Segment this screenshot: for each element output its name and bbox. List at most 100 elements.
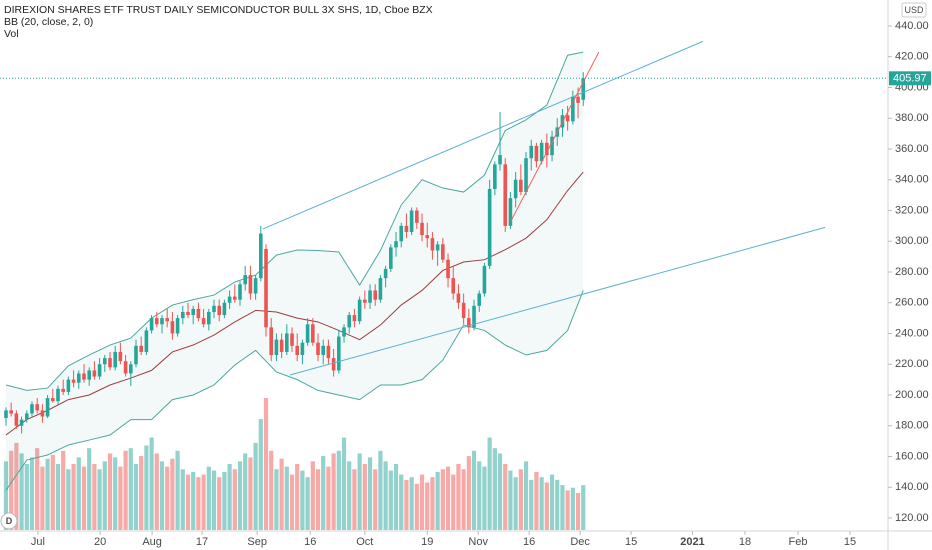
volume-bar xyxy=(461,469,466,530)
candle-body xyxy=(446,259,450,279)
volume-bar xyxy=(66,469,71,530)
y-tick-label: 240.00 xyxy=(895,327,929,339)
volume-bar xyxy=(92,464,97,530)
x-tick-label: 19 xyxy=(421,536,433,548)
volume-bar xyxy=(76,457,81,530)
volume-bar xyxy=(357,453,362,530)
volume-bar xyxy=(45,458,50,530)
candle-body xyxy=(363,299,367,303)
currency-label[interactable]: USD xyxy=(904,5,924,15)
candle-body xyxy=(227,296,232,303)
last-price-label: 405.97 xyxy=(893,73,927,85)
candle-body xyxy=(576,96,580,103)
candle-body xyxy=(222,302,227,316)
y-tick-label: 380.00 xyxy=(895,112,929,124)
candle-body xyxy=(259,233,263,279)
volume-bar xyxy=(435,471,440,530)
volume-bar xyxy=(154,453,159,530)
volume-bar xyxy=(331,453,336,530)
candle-body xyxy=(9,410,13,414)
candle-body xyxy=(217,305,222,316)
candle-body xyxy=(357,299,362,322)
volume-bar xyxy=(560,485,565,530)
candle-body xyxy=(409,210,414,233)
volume-bar xyxy=(425,482,430,530)
y-tick-label: 300.00 xyxy=(895,235,929,247)
y-tick-label: 160.00 xyxy=(895,450,929,462)
candle-body xyxy=(508,198,513,226)
candle-body xyxy=(264,248,268,328)
candle-body xyxy=(4,410,8,419)
volume-bar xyxy=(133,464,139,530)
volume-bar xyxy=(185,474,191,530)
volume-bar xyxy=(305,477,310,530)
volume-bar xyxy=(404,479,409,530)
volume-bar xyxy=(232,469,237,530)
candle-body xyxy=(415,210,419,223)
candle-body xyxy=(113,351,117,368)
candle-body xyxy=(461,302,466,319)
candle-body xyxy=(545,142,549,156)
candle-body xyxy=(420,222,424,236)
x-tick-label: 17 xyxy=(196,536,208,548)
candle-body xyxy=(196,308,201,319)
candle-body xyxy=(14,413,19,426)
volume-bar xyxy=(414,483,419,530)
candle-body xyxy=(92,370,97,377)
candle-body xyxy=(368,290,372,303)
x-tick-label: 16 xyxy=(523,536,535,548)
candle-body xyxy=(165,318,169,322)
candle-body xyxy=(154,318,159,325)
y-tick-label: 200.00 xyxy=(895,389,929,401)
candle-body xyxy=(430,238,435,251)
candle-body xyxy=(321,345,326,356)
volume-bar xyxy=(378,450,383,530)
bb-upper xyxy=(5,51,584,391)
candle-body xyxy=(238,284,242,300)
candle-body xyxy=(97,364,102,377)
volume-bar xyxy=(451,474,456,530)
candle-body xyxy=(316,342,320,356)
candle-body xyxy=(295,345,300,356)
volume-bar xyxy=(149,437,154,530)
candle-body xyxy=(425,235,430,239)
volume-bar xyxy=(373,469,378,530)
candle-body xyxy=(139,345,143,352)
volume-bar xyxy=(201,474,206,530)
volume-bar xyxy=(258,419,263,530)
volume-bar xyxy=(284,466,289,530)
volume-bar xyxy=(123,450,128,530)
x-tick-label: Dec xyxy=(570,536,590,548)
volume-bar xyxy=(40,466,45,530)
x-tick-label: Nov xyxy=(468,536,488,548)
logo-circle[interactable] xyxy=(0,512,18,530)
candle-body xyxy=(342,327,346,337)
x-tick-label: Sep xyxy=(247,536,267,548)
volume-bar xyxy=(367,457,373,530)
volume-label: Vol xyxy=(4,28,19,40)
volume-bar xyxy=(279,458,284,530)
candle-body xyxy=(404,225,409,233)
candle-body xyxy=(399,225,404,242)
volume-bar xyxy=(565,490,570,530)
candle-body xyxy=(467,318,471,328)
x-tick-label: 16 xyxy=(304,536,316,548)
volume-bar xyxy=(263,398,269,530)
candle-body xyxy=(82,373,86,380)
volume-bar xyxy=(144,445,149,530)
candle-body xyxy=(19,419,24,426)
currency-box[interactable] xyxy=(901,2,927,18)
x-tick-label: 20 xyxy=(94,536,106,548)
y-tick-label: 140.00 xyxy=(895,481,929,493)
candle-body xyxy=(279,339,284,352)
candle-body xyxy=(253,278,258,294)
logo[interactable]: D xyxy=(6,516,13,526)
volume-bar xyxy=(321,456,326,530)
volume-bar xyxy=(570,487,575,530)
candle-body xyxy=(305,324,310,343)
volume-bar xyxy=(534,471,539,530)
volume-bar xyxy=(24,464,29,530)
candle-body xyxy=(56,388,60,402)
candle-body xyxy=(311,324,315,343)
y-tick-label: 420.00 xyxy=(895,51,929,63)
